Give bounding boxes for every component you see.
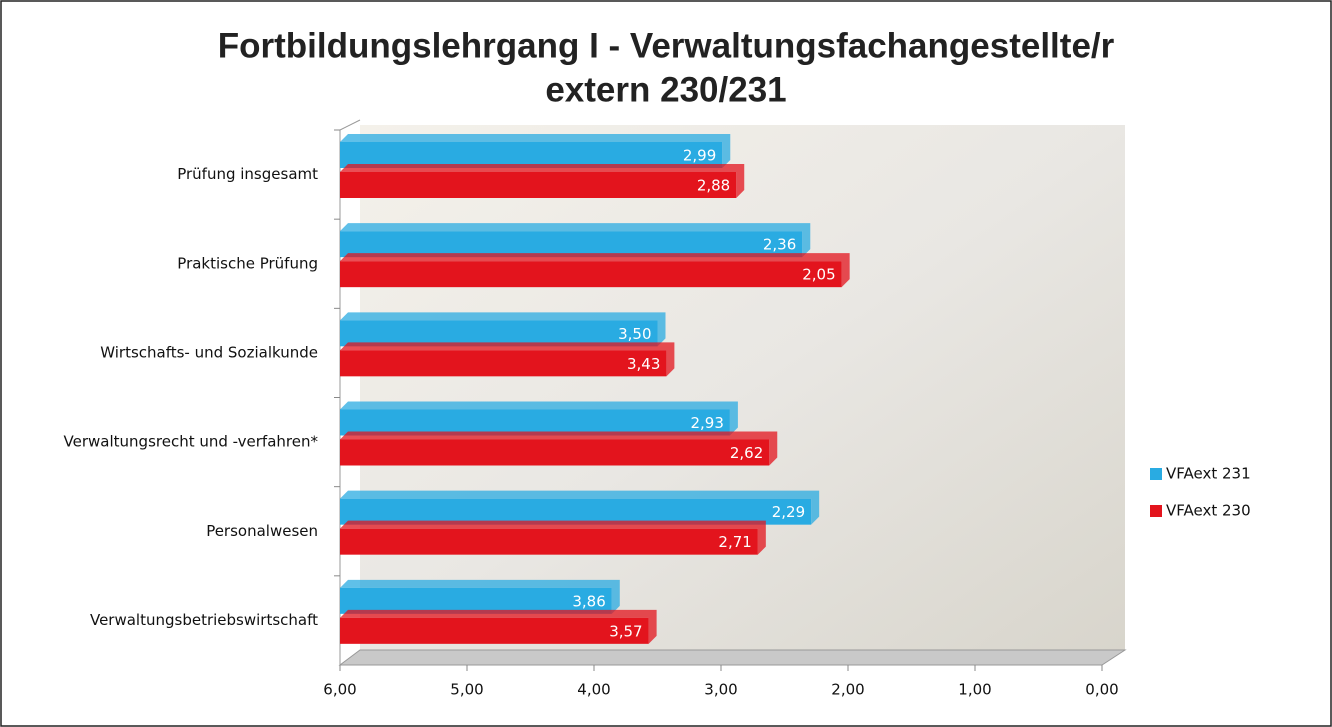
plot-background [360, 125, 1125, 650]
bar-depth [340, 253, 850, 288]
y-tick-label: Praktische Prüfung [177, 254, 318, 272]
bar [340, 320, 658, 347]
value-label: 2,36 [763, 236, 796, 254]
floor [338, 649, 1127, 666]
x-tick-label: 6,00 [323, 681, 356, 699]
x-tick-label: 5,00 [450, 681, 483, 699]
bar [340, 498, 812, 525]
legend-label: VFAext 231 [1166, 465, 1251, 483]
bar [340, 587, 612, 614]
value-label: 2,29 [772, 503, 805, 521]
y-tick-label: Wirtschafts- und Sozialkunde [100, 343, 318, 361]
bar-depth [340, 134, 731, 168]
x-tick-label: 2,00 [831, 681, 864, 699]
bar [340, 409, 730, 436]
bar [340, 350, 667, 377]
bar-depth [340, 312, 666, 347]
bar [340, 528, 758, 555]
legend-label: VFAext 230 [1166, 502, 1251, 520]
bar-depth [340, 401, 738, 436]
value-label: 3,50 [618, 325, 651, 343]
chart-title: Fortbildungslehrgang I - Verwaltungsfach… [218, 26, 1115, 65]
y-axis-top [339, 119, 361, 131]
bar [340, 231, 803, 258]
bar-depth [340, 579, 620, 614]
value-label: 2,05 [802, 266, 835, 284]
chart-title: extern 230/231 [545, 70, 786, 109]
bar [340, 439, 770, 466]
bar-depth [340, 490, 820, 525]
bar-depth [340, 164, 745, 198]
x-tick-label: 1,00 [958, 681, 991, 699]
x-tick-label: 3,00 [704, 681, 737, 699]
value-label: 3,86 [572, 592, 605, 610]
bar [340, 261, 842, 288]
bar [340, 142, 723, 168]
value-label: 3,57 [609, 622, 642, 640]
value-label: 2,88 [697, 177, 730, 195]
value-label: 2,62 [730, 444, 763, 462]
y-tick-label: Prüfung insgesamt [177, 165, 318, 183]
legend-swatch [1150, 505, 1162, 517]
bar [340, 617, 649, 644]
value-label: 2,99 [683, 147, 716, 165]
x-tick-label: 4,00 [577, 681, 610, 699]
y-tick-label: Verwaltungsbetriebswirtschaft [90, 611, 318, 629]
y-tick-label: Personalwesen [206, 522, 318, 540]
value-label: 2,93 [690, 414, 723, 432]
y-tick-label: Verwaltungsrecht und -verfahren* [64, 433, 319, 451]
bar-depth [340, 431, 778, 466]
x-tick-label: 0,00 [1085, 681, 1118, 699]
value-label: 2,71 [718, 533, 751, 551]
bar-depth [340, 609, 657, 644]
bar-depth [340, 520, 766, 555]
bar-depth [340, 342, 675, 377]
value-label: 3,43 [627, 355, 660, 373]
legend-swatch [1150, 468, 1162, 480]
bar [340, 172, 737, 198]
bar-depth [340, 223, 811, 258]
